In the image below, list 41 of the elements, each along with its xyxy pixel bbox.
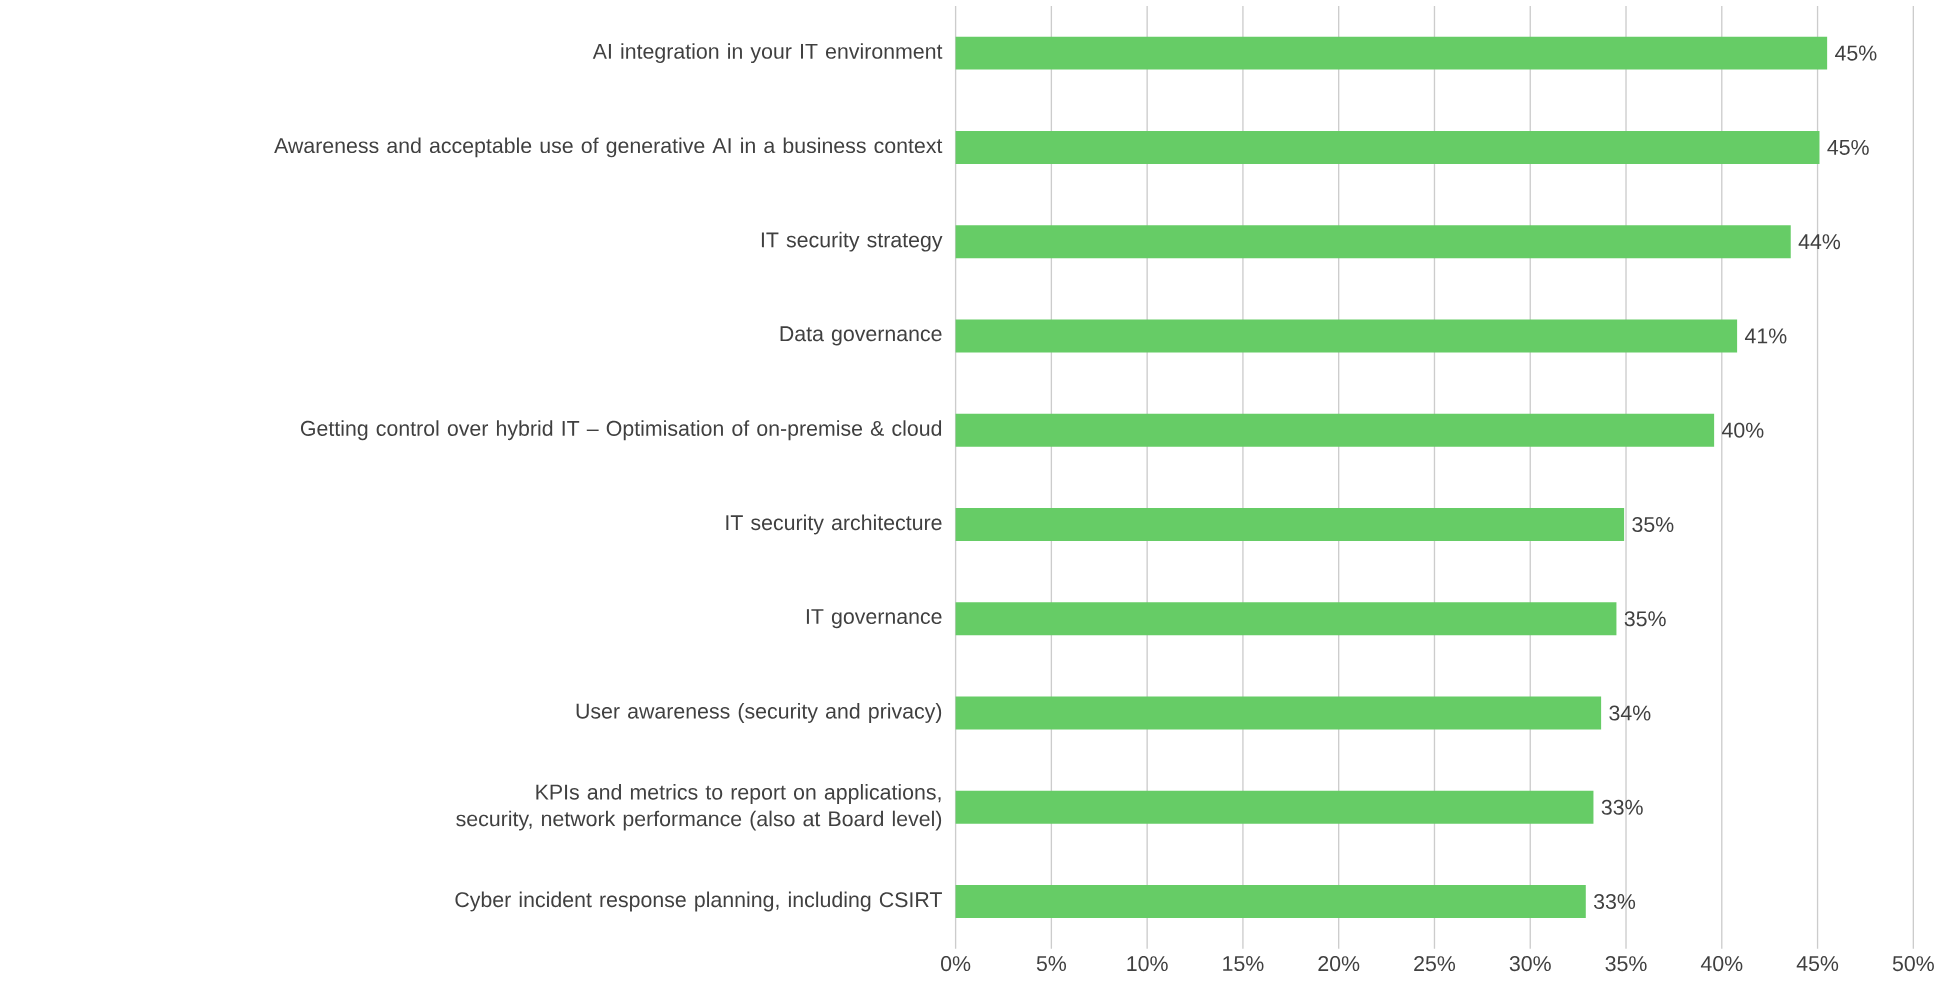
- data-label: 44%: [1798, 234, 1841, 250]
- data-label: 45%: [1835, 45, 1877, 61]
- y-tick-label: User awareness (security and privacy): [576, 703, 942, 723]
- data-label: 45%: [1827, 139, 1869, 155]
- bar: [955, 130, 1820, 164]
- x-tick-label: 20%: [1318, 956, 1360, 972]
- x-tick-label: 25%: [1414, 956, 1456, 972]
- x-tick-label: 5%: [1036, 956, 1067, 972]
- x-tick-label: 40%: [1700, 956, 1743, 972]
- bar: [955, 319, 1738, 353]
- bar: [955, 885, 1586, 919]
- y-tick-label: Data governance: [780, 326, 942, 346]
- x-tick-label: 0%: [941, 956, 971, 972]
- data-label: 35%: [1624, 611, 1666, 627]
- x-tick-label: 10%: [1127, 956, 1168, 972]
- y-tick-label: Getting control over hybrid IT – Optimisation of on-premise & cloud: [300, 420, 942, 441]
- bar: [955, 507, 1625, 541]
- data-label: 33%: [1593, 893, 1636, 910]
- data-label: 35%: [1632, 516, 1674, 533]
- y-tick-label: AI integration in your IT environment: [592, 43, 943, 64]
- x-tick-label: 35%: [1605, 956, 1647, 972]
- x-tick-label: 15%: [1223, 956, 1264, 972]
- data-label: 33%: [1601, 799, 1643, 815]
- y-tick-label: IT security strategy: [761, 231, 943, 252]
- x-tick-label: 45%: [1796, 956, 1839, 972]
- bar: [955, 36, 1828, 70]
- y-tick-label: Cyber incident response planning, including CSIRT: [455, 891, 942, 912]
- bar: [955, 696, 1602, 730]
- bar: [955, 225, 1791, 259]
- data-label: 40%: [1721, 422, 1764, 438]
- x-tick-label: 50%: [1892, 956, 1934, 972]
- data-label: 41%: [1744, 328, 1787, 344]
- y-tick-label: IT security architecture: [726, 514, 942, 535]
- bar: [955, 790, 1594, 824]
- y-tick-label: KPIs and metrics to report on applications, security, network performance (also at Board level): [456, 783, 942, 831]
- bar: [955, 413, 1715, 447]
- y-tick-label: IT governance: [806, 609, 942, 629]
- bar: [955, 602, 1617, 636]
- data-label: 34%: [1609, 705, 1651, 721]
- x-tick-label: 30%: [1509, 956, 1551, 972]
- y-tick-label: Awareness and acceptable use of generative AI in a business context: [274, 137, 943, 158]
